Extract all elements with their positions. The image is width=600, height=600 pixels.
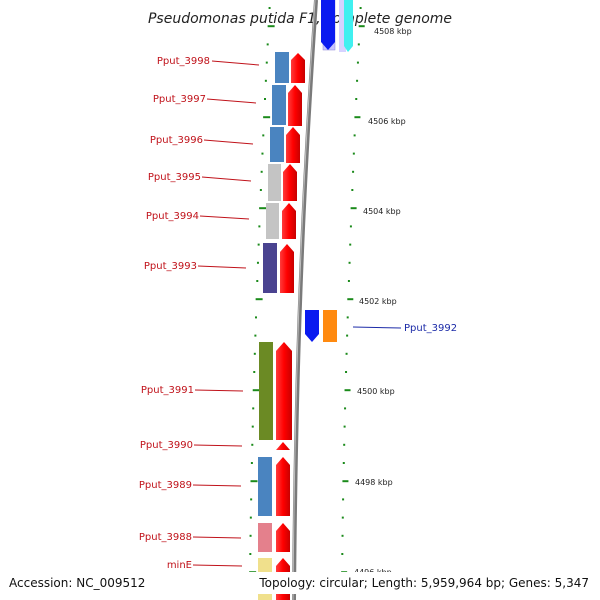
footer-background <box>0 572 600 594</box>
gene-arrow-forward[interactable] <box>288 85 302 126</box>
cog-blocks <box>258 52 289 600</box>
gene-arrow-reverse[interactable] <box>321 0 335 50</box>
cog-block[interactable] <box>270 127 284 162</box>
genome-backbone-highlight <box>292 0 316 600</box>
cog-block[interactable] <box>275 52 289 83</box>
gene-label-pput-3993[interactable]: Pput_3993 <box>144 261 197 272</box>
kbp-label: 4504 kbp <box>363 207 401 216</box>
leader-line <box>197 265 247 269</box>
gene-label-pput-3990[interactable]: Pput_3990 <box>140 440 193 451</box>
leader-line <box>199 215 250 220</box>
gene-label-pput-3998[interactable]: Pput_3998 <box>157 56 210 67</box>
kbp-labels: 4508 kbp 4506 kbp 4504 kbp 4502 kbp 4500… <box>354 27 412 577</box>
gene-arrow-forward[interactable] <box>276 442 290 450</box>
kbp-label: 4506 kbp <box>368 117 406 126</box>
gene-arrow-forward[interactable] <box>286 127 300 163</box>
gene-label-mine[interactable]: minE <box>167 560 192 571</box>
gene-arrow-forward[interactable] <box>276 457 290 516</box>
leader-line <box>201 176 252 182</box>
leader-lines <box>192 60 402 567</box>
cog-block[interactable] <box>258 523 272 552</box>
leader-line <box>192 564 243 567</box>
gene-arrow-forward[interactable] <box>276 523 290 552</box>
leader-line <box>194 389 244 392</box>
gene-block-lavender[interactable] <box>339 0 346 52</box>
gene-arrow-forward[interactable] <box>282 203 296 239</box>
cog-block[interactable] <box>259 342 273 440</box>
map-title: Pseudomonas putida F1, complete genome <box>148 11 452 27</box>
gene-arrow-forward[interactable] <box>283 164 297 201</box>
gene-arrow-forward[interactable] <box>276 342 292 440</box>
gene-label-pput-3995[interactable]: Pput_3995 <box>148 172 201 183</box>
leader-line <box>203 139 254 145</box>
kbp-label: 4500 kbp <box>357 387 395 396</box>
cog-block[interactable] <box>266 203 279 239</box>
leader-line <box>211 60 260 66</box>
gene-label-pput-3997[interactable]: Pput_3997 <box>153 94 206 105</box>
kbp-label: 4508 kbp <box>374 27 412 36</box>
kbp-label: 4498 kbp <box>355 478 393 487</box>
leader-line <box>193 444 243 447</box>
gene-arrow-forward[interactable] <box>291 53 305 83</box>
cog-block-orange[interactable] <box>323 310 337 342</box>
gene-label-pput-3992[interactable]: Pput_3992 <box>404 323 457 334</box>
topology-text: Topology: circular; Length: 5,959,964 bp… <box>258 576 589 590</box>
outer-genes-top[interactable] <box>321 0 353 52</box>
gene-label-pput-3994[interactable]: Pput_3994 <box>146 211 199 222</box>
genome-backbone <box>292 0 318 600</box>
gene-pput-3992-pair[interactable] <box>305 310 337 342</box>
cog-block[interactable] <box>272 85 286 125</box>
leader-line <box>192 484 242 487</box>
gene-label-pput-3989[interactable]: Pput_3989 <box>139 480 192 491</box>
gene-label-pput-3991[interactable]: Pput_3991 <box>141 385 194 396</box>
leader-line <box>352 326 402 329</box>
gene-arrow-cyan[interactable] <box>344 0 353 52</box>
gene-arrow-reverse[interactable] <box>305 310 319 342</box>
scale-ticks-outer <box>341 7 365 592</box>
leader-line <box>192 536 242 539</box>
accession-text: Accession: NC_009512 <box>9 576 145 590</box>
cog-block[interactable] <box>263 243 277 293</box>
gene-arrow-forward[interactable] <box>280 244 294 293</box>
leader-line <box>206 98 257 104</box>
scale-ticks-inner <box>249 7 275 592</box>
gene-labels: Pput_3998 Pput_3997 Pput_3996 Pput_3995 … <box>139 56 457 571</box>
kbp-label: 4502 kbp <box>359 297 397 306</box>
gene-label-pput-3988[interactable]: Pput_3988 <box>139 532 192 543</box>
cog-block[interactable] <box>258 457 272 516</box>
cog-block[interactable] <box>268 164 281 201</box>
gene-label-pput-3996[interactable]: Pput_3996 <box>150 135 203 146</box>
